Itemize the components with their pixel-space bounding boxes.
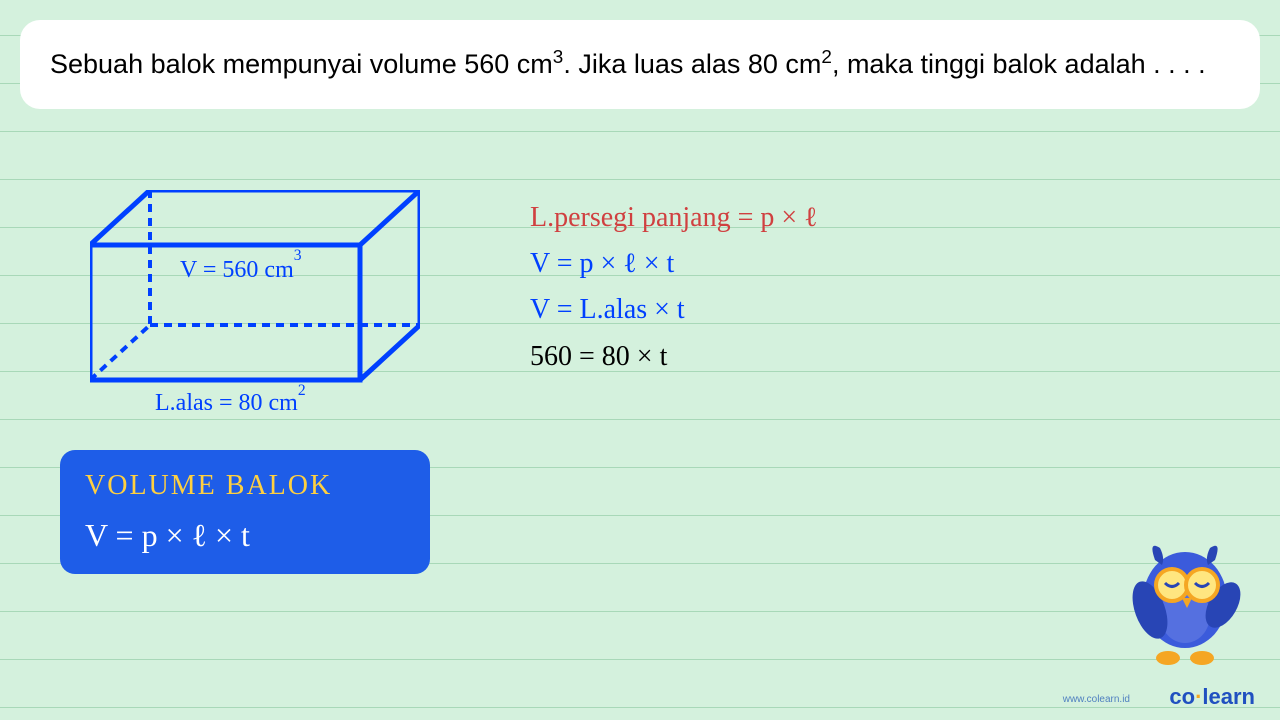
base-area-label: L.alas = 80 cm2	[155, 388, 306, 417]
cuboid-diagram	[90, 190, 420, 390]
brand-logo: co·learn	[1169, 684, 1255, 710]
question-text-3: , maka tinggi balok adalah . . . .	[832, 49, 1206, 79]
equation-4: 560 = 80 × t	[530, 334, 818, 380]
question-card: Sebuah balok mempunyai volume 560 cm3. J…	[20, 20, 1260, 109]
equations-block: L.persegi panjang = p × ℓ V = p × ℓ × t …	[530, 195, 818, 380]
logo-post: learn	[1202, 684, 1255, 709]
volume-label: V = 560 cm3	[180, 255, 302, 284]
formula-text: V = p × ℓ × t	[85, 517, 405, 554]
area-sup: 2	[821, 47, 832, 68]
question-text-2: . Jika luas alas 80 cm	[563, 49, 821, 79]
equation-1: L.persegi panjang = p × ℓ	[530, 195, 818, 241]
formula-title: VOLUME BALOK	[85, 470, 405, 502]
formula-box: VOLUME BALOK V = p × ℓ × t	[60, 450, 430, 574]
alas-label-sup: 2	[298, 382, 306, 399]
alas-label-text: L.alas = 80 cm	[155, 390, 298, 416]
logo-pre: co	[1169, 684, 1195, 709]
volume-label-text: V = 560 cm	[180, 257, 294, 283]
vol-sup: 3	[553, 47, 564, 68]
volume-label-sup: 3	[294, 247, 302, 264]
equation-2: V = p × ℓ × t	[530, 241, 818, 287]
question-text-1: Sebuah balok mempunyai volume 560 cm	[50, 49, 553, 79]
mascot-owl-icon	[1110, 530, 1250, 690]
website-url: www.colearn.id	[1063, 694, 1130, 705]
equation-3: V = L.alas × t	[530, 287, 818, 333]
